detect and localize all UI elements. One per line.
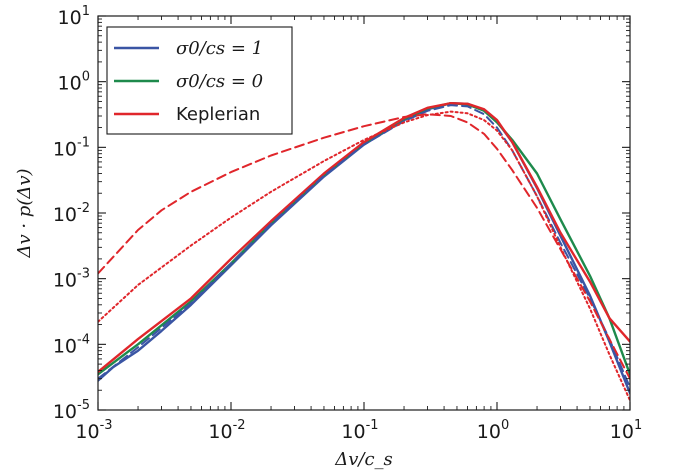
x-tick-label-0: 10-3 bbox=[75, 418, 112, 443]
legend-label-0: σ0/cs = 1 bbox=[176, 38, 263, 59]
x-axis-label: Δv/c_s bbox=[334, 449, 393, 470]
y-tick-label-5: 100 bbox=[58, 70, 90, 95]
x-tick-label-4: 101 bbox=[610, 418, 642, 443]
y-tick-label-4: 10-1 bbox=[53, 135, 90, 160]
legend-label-1: σ0/cs = 0 bbox=[176, 71, 263, 92]
series-layer bbox=[98, 102, 630, 402]
x-tick-label-2: 10-1 bbox=[341, 418, 378, 443]
y-tick-label-6: 101 bbox=[58, 4, 90, 29]
y-tick-label-0: 10-5 bbox=[53, 398, 90, 423]
series-line-dashed-3 bbox=[98, 104, 630, 389]
x-tick-label-1: 10-2 bbox=[208, 418, 245, 443]
x-tick-label-3: 100 bbox=[477, 418, 509, 443]
y-tick-label-2: 10-3 bbox=[53, 267, 90, 292]
series-line-solid-0 bbox=[98, 102, 630, 395]
series-line-dotted-5 bbox=[98, 110, 630, 402]
ticks-layer: 10-3 10-2 10-1 100 101 10-5 10-4 10-3 10-2 10-1 10… bbox=[53, 4, 642, 443]
series-line-dashed-4 bbox=[98, 113, 630, 380]
y-tick-label-1: 10-4 bbox=[53, 332, 90, 357]
y-axis-label: Δv · p(Δv) bbox=[14, 168, 35, 258]
legend-label-2: Keplerian bbox=[176, 104, 260, 125]
legend: σ0/cs = 1 σ0/cs = 0 Keplerian bbox=[106, 26, 293, 135]
y-tick-label-3: 10-2 bbox=[53, 201, 90, 226]
series-line-solid-2 bbox=[98, 102, 630, 374]
